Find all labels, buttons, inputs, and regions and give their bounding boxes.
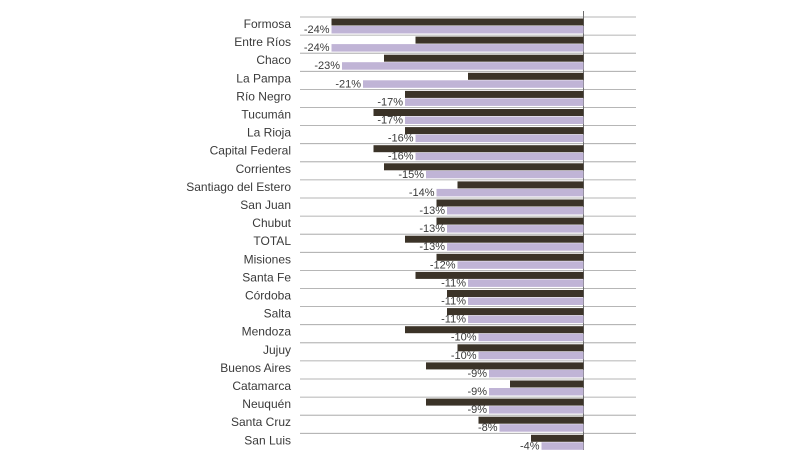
data-label: -14% xyxy=(409,187,435,199)
category-label: Corrientes xyxy=(236,162,291,176)
data-label: -16% xyxy=(388,151,414,163)
data-label: -16% xyxy=(388,133,414,145)
category-label: Capital Federal xyxy=(210,144,291,158)
category-label: Jujuy xyxy=(263,343,291,357)
bar-dark xyxy=(436,199,584,207)
data-label: -13% xyxy=(419,223,445,235)
bar-dark xyxy=(436,217,584,225)
category-label: Santa Cruz xyxy=(231,415,291,429)
data-label: -11% xyxy=(441,314,466,326)
data-label: -17% xyxy=(377,115,403,127)
labels-layer: Formosa -24% Entre Ríos -24% Chaco -23% La Pam… xyxy=(186,17,539,450)
bar-dark xyxy=(384,163,584,171)
category-label: Santa Fe xyxy=(242,270,291,284)
data-label: -12% xyxy=(430,259,456,271)
bar-dark xyxy=(457,344,584,352)
bar-dark xyxy=(426,362,584,370)
bar-light xyxy=(468,279,584,287)
data-label: -8% xyxy=(478,422,498,434)
bar-light xyxy=(499,424,584,432)
category-label: Santiago del Estero xyxy=(186,180,291,194)
category-label: Entre Ríos xyxy=(234,35,291,49)
category-label: Río Negro xyxy=(236,89,291,103)
category-label: Misiones xyxy=(244,252,291,266)
bar-dark xyxy=(531,434,584,442)
bar-light xyxy=(457,261,584,269)
data-label: -13% xyxy=(419,205,445,217)
bar-light xyxy=(478,333,584,342)
bar-light xyxy=(363,80,584,88)
bar-light xyxy=(405,98,584,106)
bar-dark xyxy=(447,308,584,316)
bar-light xyxy=(436,188,584,197)
bar-light xyxy=(489,388,584,396)
bar-dark xyxy=(405,90,584,98)
bar-light xyxy=(415,152,584,161)
bar-light xyxy=(447,243,584,251)
bar-dark xyxy=(331,18,584,26)
category-label: Chubut xyxy=(252,216,291,230)
bar-dark xyxy=(384,54,584,62)
data-label: -24% xyxy=(304,24,330,36)
bar-dark xyxy=(373,145,584,153)
data-label: -9% xyxy=(467,386,487,398)
bar-light xyxy=(426,170,584,179)
data-label: -9% xyxy=(467,404,487,416)
bar-light xyxy=(468,297,584,305)
data-label: -15% xyxy=(398,169,424,181)
category-label: Córdoba xyxy=(245,289,291,303)
data-label: -10% xyxy=(451,350,477,362)
bar-light xyxy=(447,225,584,233)
data-label: -13% xyxy=(419,241,445,253)
data-label: -17% xyxy=(377,96,403,108)
bar-light xyxy=(331,26,584,34)
bar-light xyxy=(489,369,584,378)
category-label: Mendoza xyxy=(242,325,292,339)
data-label: -24% xyxy=(304,42,330,54)
category-label: Chaco xyxy=(256,53,291,67)
bar-dark xyxy=(415,271,584,279)
category-label: Salta xyxy=(264,307,292,321)
bar-light xyxy=(405,116,584,124)
data-label: -4% xyxy=(520,440,540,450)
category-label: La Pampa xyxy=(236,71,291,85)
bar-light xyxy=(478,351,584,360)
bar-dark xyxy=(373,109,584,116)
bar-light xyxy=(468,315,584,324)
bar-dark xyxy=(468,72,584,80)
bar-light xyxy=(415,134,584,143)
bar-dark xyxy=(415,36,584,44)
bar-light xyxy=(331,44,584,52)
bar-dark xyxy=(426,398,584,406)
bars-layer xyxy=(331,18,584,450)
bar-dark xyxy=(478,416,584,424)
category-label: La Rioja xyxy=(247,126,291,140)
bar-dark xyxy=(447,290,584,297)
bar-dark xyxy=(510,380,584,388)
category-label: Catamarca xyxy=(232,379,291,393)
bar-dark xyxy=(405,326,584,334)
bar-dark xyxy=(436,253,584,261)
bar-light xyxy=(541,442,584,450)
data-label: -23% xyxy=(314,60,340,72)
data-label: -21% xyxy=(335,78,361,90)
category-label: Neuquén xyxy=(242,397,291,411)
bar-light xyxy=(342,62,584,70)
bar-light xyxy=(489,406,584,414)
bar-dark xyxy=(405,127,584,135)
bar-dark xyxy=(405,235,584,243)
category-label: Formosa xyxy=(244,17,292,31)
data-label: -10% xyxy=(451,332,477,344)
category-label: TOTAL xyxy=(253,234,291,248)
data-label: -9% xyxy=(467,368,487,380)
bar-light xyxy=(447,207,584,215)
category-label: San Luis xyxy=(244,433,291,447)
data-label: -11% xyxy=(441,277,466,289)
category-label: San Juan xyxy=(240,198,291,212)
category-label: Buenos Aires xyxy=(220,361,291,375)
data-label: -11% xyxy=(441,296,466,308)
category-label: Tucumán xyxy=(241,108,291,122)
bar-dark xyxy=(457,181,584,189)
